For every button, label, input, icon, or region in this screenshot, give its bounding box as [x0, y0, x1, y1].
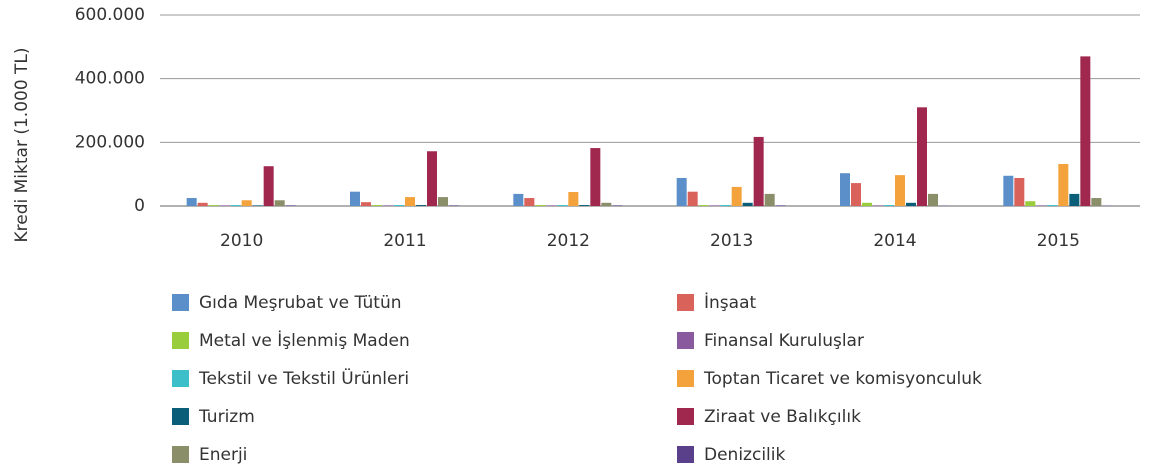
legend-swatch — [677, 408, 694, 425]
legend-label: Finansal Kuruluşlar — [704, 331, 864, 351]
bar — [242, 200, 252, 206]
x-tick-label: 2015 — [1037, 231, 1080, 251]
bar — [917, 107, 927, 206]
x-tick-label: 2014 — [873, 231, 916, 251]
bar — [198, 203, 208, 206]
y-axis-title: Kredi Miktar (1.000 TL) — [12, 47, 32, 242]
bar — [220, 205, 230, 206]
x-tick-label: 2012 — [547, 231, 590, 251]
bar — [209, 205, 219, 206]
bar — [928, 194, 938, 206]
bar — [612, 205, 622, 206]
bar — [873, 205, 883, 206]
bar — [754, 137, 764, 206]
bar — [765, 194, 775, 206]
legend-swatch — [172, 294, 189, 311]
bar — [579, 205, 589, 206]
bar — [1091, 198, 1101, 206]
bar — [372, 205, 382, 206]
bar — [264, 166, 274, 206]
legend-label: Enerji — [199, 445, 247, 465]
y-tick-label: 400.000 — [75, 69, 145, 89]
bar — [275, 200, 285, 206]
bar — [231, 205, 241, 206]
bar — [677, 178, 687, 206]
bar — [710, 205, 720, 206]
bar — [535, 205, 545, 206]
legend-swatch — [677, 370, 694, 387]
legend-label: Ziraat ve Balıkçılık — [704, 407, 861, 427]
legend-swatch — [677, 446, 694, 463]
x-tick-label: 2013 — [710, 231, 753, 251]
bar — [601, 203, 611, 206]
bar — [568, 192, 578, 206]
legend-swatch — [677, 332, 694, 349]
bar — [438, 197, 448, 206]
legend-label: Turizm — [198, 407, 255, 427]
bar — [895, 175, 905, 206]
bar — [394, 205, 404, 206]
bar — [416, 205, 426, 206]
bar — [557, 205, 567, 206]
bar — [1058, 164, 1068, 206]
legend-label: Toptan Ticaret ve komisyonculuk — [703, 369, 982, 389]
legend-swatch — [172, 370, 189, 387]
bar — [361, 202, 371, 206]
bar — [1025, 201, 1035, 206]
bar — [449, 205, 459, 206]
bar — [405, 197, 415, 206]
x-tick-label: 2010 — [220, 231, 263, 251]
bar — [851, 183, 861, 206]
legend-swatch — [677, 294, 694, 311]
y-tick-label: 200.000 — [75, 132, 145, 152]
bar — [513, 194, 523, 206]
bar — [732, 187, 742, 206]
bar — [286, 205, 296, 206]
legend-label: Denizcilik — [704, 445, 785, 465]
bar — [590, 148, 600, 206]
bar — [253, 205, 263, 206]
legend-label: Metal ve İşlenmiş Maden — [199, 330, 410, 351]
bar — [743, 203, 753, 206]
bar — [350, 192, 360, 206]
bar — [524, 198, 534, 206]
bar — [699, 205, 709, 206]
bar — [1047, 205, 1057, 206]
legend-label: Tekstil ve Tekstil Ürünleri — [198, 367, 409, 389]
bar — [688, 192, 698, 206]
y-tick-label: 600.000 — [75, 5, 145, 25]
bar — [546, 205, 556, 206]
bar — [840, 173, 850, 206]
bar — [884, 205, 894, 206]
y-tick-label: 0 — [134, 196, 145, 216]
legend-swatch — [172, 332, 189, 349]
bar — [1080, 56, 1090, 206]
bar — [1003, 176, 1013, 206]
bar — [1014, 178, 1024, 206]
x-tick-label: 2011 — [383, 231, 426, 251]
legend-swatch — [172, 446, 189, 463]
legend-label: İnşaat — [704, 292, 756, 313]
bar — [862, 203, 872, 206]
bar — [383, 205, 393, 206]
bar — [776, 205, 786, 206]
legend-swatch — [172, 408, 189, 425]
bar — [1069, 194, 1079, 206]
bar — [427, 151, 437, 206]
bar — [906, 203, 916, 206]
bar — [721, 205, 731, 206]
bar — [187, 198, 197, 206]
legend-label: Gıda Meşrubat ve Tütün — [199, 293, 402, 313]
bar — [1036, 205, 1046, 206]
